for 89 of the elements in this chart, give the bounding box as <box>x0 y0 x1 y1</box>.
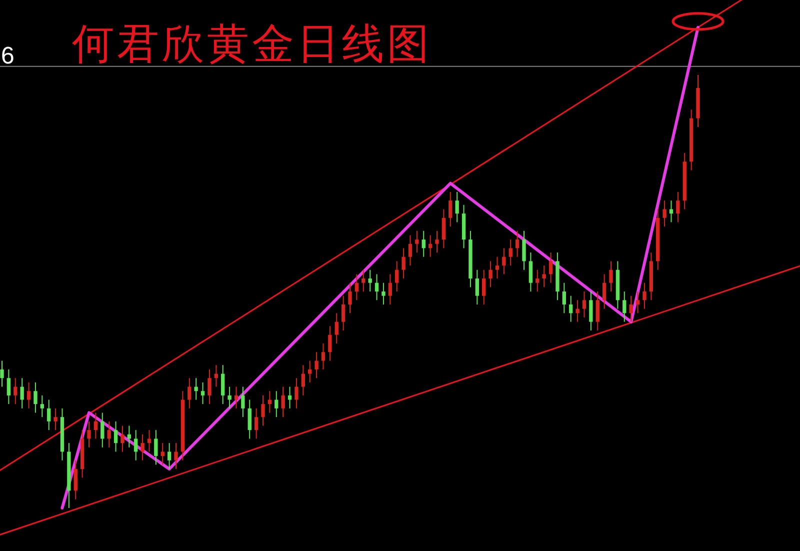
candlestick <box>542 265 546 288</box>
candlestick <box>629 295 633 322</box>
candlestick <box>221 364 225 405</box>
candlestick <box>669 200 674 223</box>
candlestick <box>576 300 580 322</box>
candlestick <box>328 326 332 362</box>
candlestick <box>609 260 613 292</box>
candlestick <box>107 420 111 448</box>
candlestick <box>455 191 459 223</box>
candlestick <box>522 230 526 270</box>
candlestick <box>281 386 285 418</box>
candlestick <box>321 342 326 370</box>
candlestick <box>596 291 600 331</box>
candlestick <box>194 378 198 400</box>
candlestick <box>140 434 144 461</box>
candlestick <box>662 200 666 228</box>
candlestick <box>642 282 646 310</box>
candlestick <box>34 382 38 414</box>
candlestick <box>582 291 586 318</box>
candlestick <box>602 274 606 310</box>
candlestick <box>415 230 419 254</box>
candlestick <box>301 364 305 396</box>
candlestick <box>288 386 292 409</box>
candlestick <box>167 442 172 470</box>
candlestick <box>536 269 540 292</box>
candlestick <box>6 368 11 405</box>
candlestick <box>475 269 479 305</box>
candlestick <box>676 191 680 223</box>
candlestick <box>589 291 593 331</box>
candlestick <box>495 256 500 280</box>
candlestick <box>334 312 338 344</box>
candlestick <box>241 386 245 418</box>
candlestick <box>147 430 152 452</box>
candlestick <box>154 430 158 466</box>
candlestick <box>120 425 124 452</box>
candlestick <box>74 460 78 500</box>
candlestick <box>234 386 238 409</box>
candlestick <box>368 269 372 292</box>
candlestick <box>382 282 386 305</box>
candlestick <box>208 368 212 405</box>
candlestick <box>248 399 252 440</box>
candlestick <box>14 378 18 405</box>
candlestick <box>348 282 352 314</box>
candlestick <box>422 230 426 258</box>
candlestick <box>402 248 406 280</box>
candlestick <box>569 295 573 322</box>
candlestick <box>448 191 452 228</box>
candlestick <box>508 239 512 266</box>
candlestick <box>395 260 399 292</box>
candlestick <box>528 252 533 292</box>
candlestick <box>87 420 91 448</box>
candlestick <box>261 394 265 426</box>
candlestick <box>100 412 104 448</box>
candlestick <box>228 386 232 409</box>
candlestick <box>294 378 298 409</box>
candlestick <box>622 291 626 322</box>
title: 何君欣黄金日线图 <box>72 19 432 68</box>
candlestick <box>408 234 412 266</box>
candlestick <box>502 248 506 275</box>
candlestick <box>160 442 164 466</box>
candlestick <box>40 394 44 418</box>
candlestick <box>254 408 258 440</box>
candlestick <box>0 360 4 388</box>
candlestick <box>134 430 138 461</box>
candlestick <box>354 274 359 301</box>
candlestick <box>562 282 566 314</box>
candlestick <box>435 230 439 254</box>
candlestick <box>515 230 520 258</box>
candlestick <box>548 252 553 284</box>
candlestick <box>374 274 379 301</box>
candlestick <box>200 382 205 405</box>
candlestick <box>174 442 178 470</box>
candlestick <box>636 291 640 314</box>
candlestick <box>308 360 312 383</box>
candlestick <box>20 378 24 409</box>
candlestick <box>54 408 58 431</box>
candlestick <box>114 420 118 452</box>
candlestick <box>362 269 366 292</box>
candlestick <box>314 352 318 379</box>
candlestick <box>482 269 486 305</box>
candlestick <box>47 399 51 431</box>
candlestick <box>388 274 392 305</box>
candlestick <box>26 382 31 409</box>
candlestick <box>442 208 446 249</box>
candlestick <box>94 412 98 440</box>
candlestick <box>341 295 346 331</box>
candlestick <box>188 378 192 409</box>
candlestick <box>488 260 492 288</box>
candlestick <box>274 390 278 418</box>
